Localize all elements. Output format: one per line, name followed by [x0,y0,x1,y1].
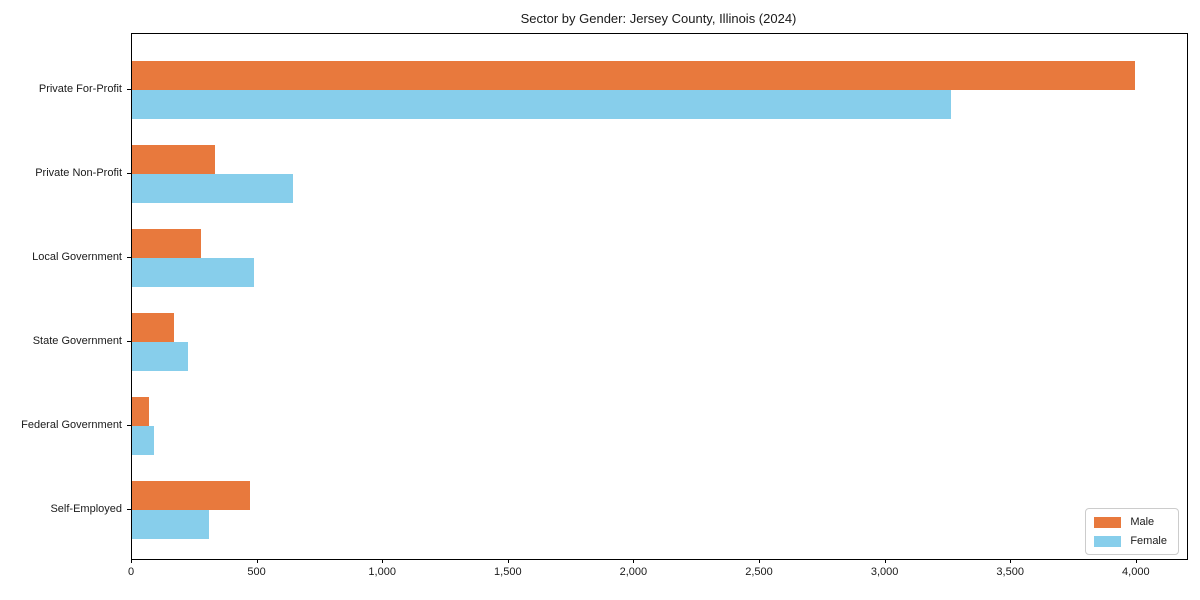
bar-male-private-for-profit [132,61,1136,90]
bar-female-self-employed [132,510,209,539]
x-tick-mark [256,559,258,563]
y-axis-label: Local Government [32,251,122,263]
bar-female-federal-government [132,426,154,455]
y-tick-mark [127,341,131,342]
x-tick-mark [633,559,635,563]
plot-area: Male Female [131,33,1188,560]
x-axis-label: 500 [247,566,266,578]
chart-title: Sector by Gender: Jersey County, Illinoi… [520,11,797,26]
bar-female-state-government [132,342,189,371]
x-axis-label: 2,500 [745,566,773,578]
x-axis-label: 0 [127,566,135,578]
legend-entry-female: Female [1094,535,1167,547]
bar-male-private-non-profit [132,145,216,174]
legend-entry-male: Male [1094,516,1167,528]
x-tick-mark [884,559,886,563]
legend: Male Female [1085,508,1179,555]
female-legend-label: Female [1130,535,1167,547]
x-axis-label: 4,000 [1122,566,1150,578]
bar-female-private-for-profit [132,90,951,119]
y-tick-mark [127,257,131,258]
male-legend-label: Male [1130,516,1155,528]
y-axis-label: Private For-Profit [38,83,122,95]
y-tick-mark [127,89,131,90]
x-tick-mark [507,559,509,563]
x-tick-mark [1135,559,1137,563]
y-tick-mark [127,425,131,426]
bar-male-local-government [132,229,202,258]
y-tick-mark [127,509,131,510]
y-tick-mark [127,173,131,174]
y-axis-label: Private Non-Profit [35,167,122,179]
x-axis-label: 1,500 [494,566,522,578]
x-tick-mark [759,559,760,563]
bar-male-federal-government [132,397,150,426]
x-tick-mark [382,559,384,563]
male-legend-swatch [1094,516,1122,528]
bar-male-self-employed [132,481,250,510]
x-axis-label: 3,500 [996,566,1024,578]
x-axis-label: 1,000 [368,566,396,578]
y-axis-label: Federal Government [21,419,122,431]
y-axis-label: Self-Employed [50,503,122,515]
x-tick-mark [131,559,132,563]
x-axis-label: 2,000 [619,566,648,578]
y-axis-label: State Government [32,335,122,347]
bar-female-local-government [132,258,255,287]
female-legend-swatch [1094,535,1122,547]
x-tick-mark [1010,559,1012,563]
x-axis-label: 3,000 [870,566,899,578]
bar-female-private-non-profit [132,174,293,203]
bar-male-state-government [132,313,175,342]
